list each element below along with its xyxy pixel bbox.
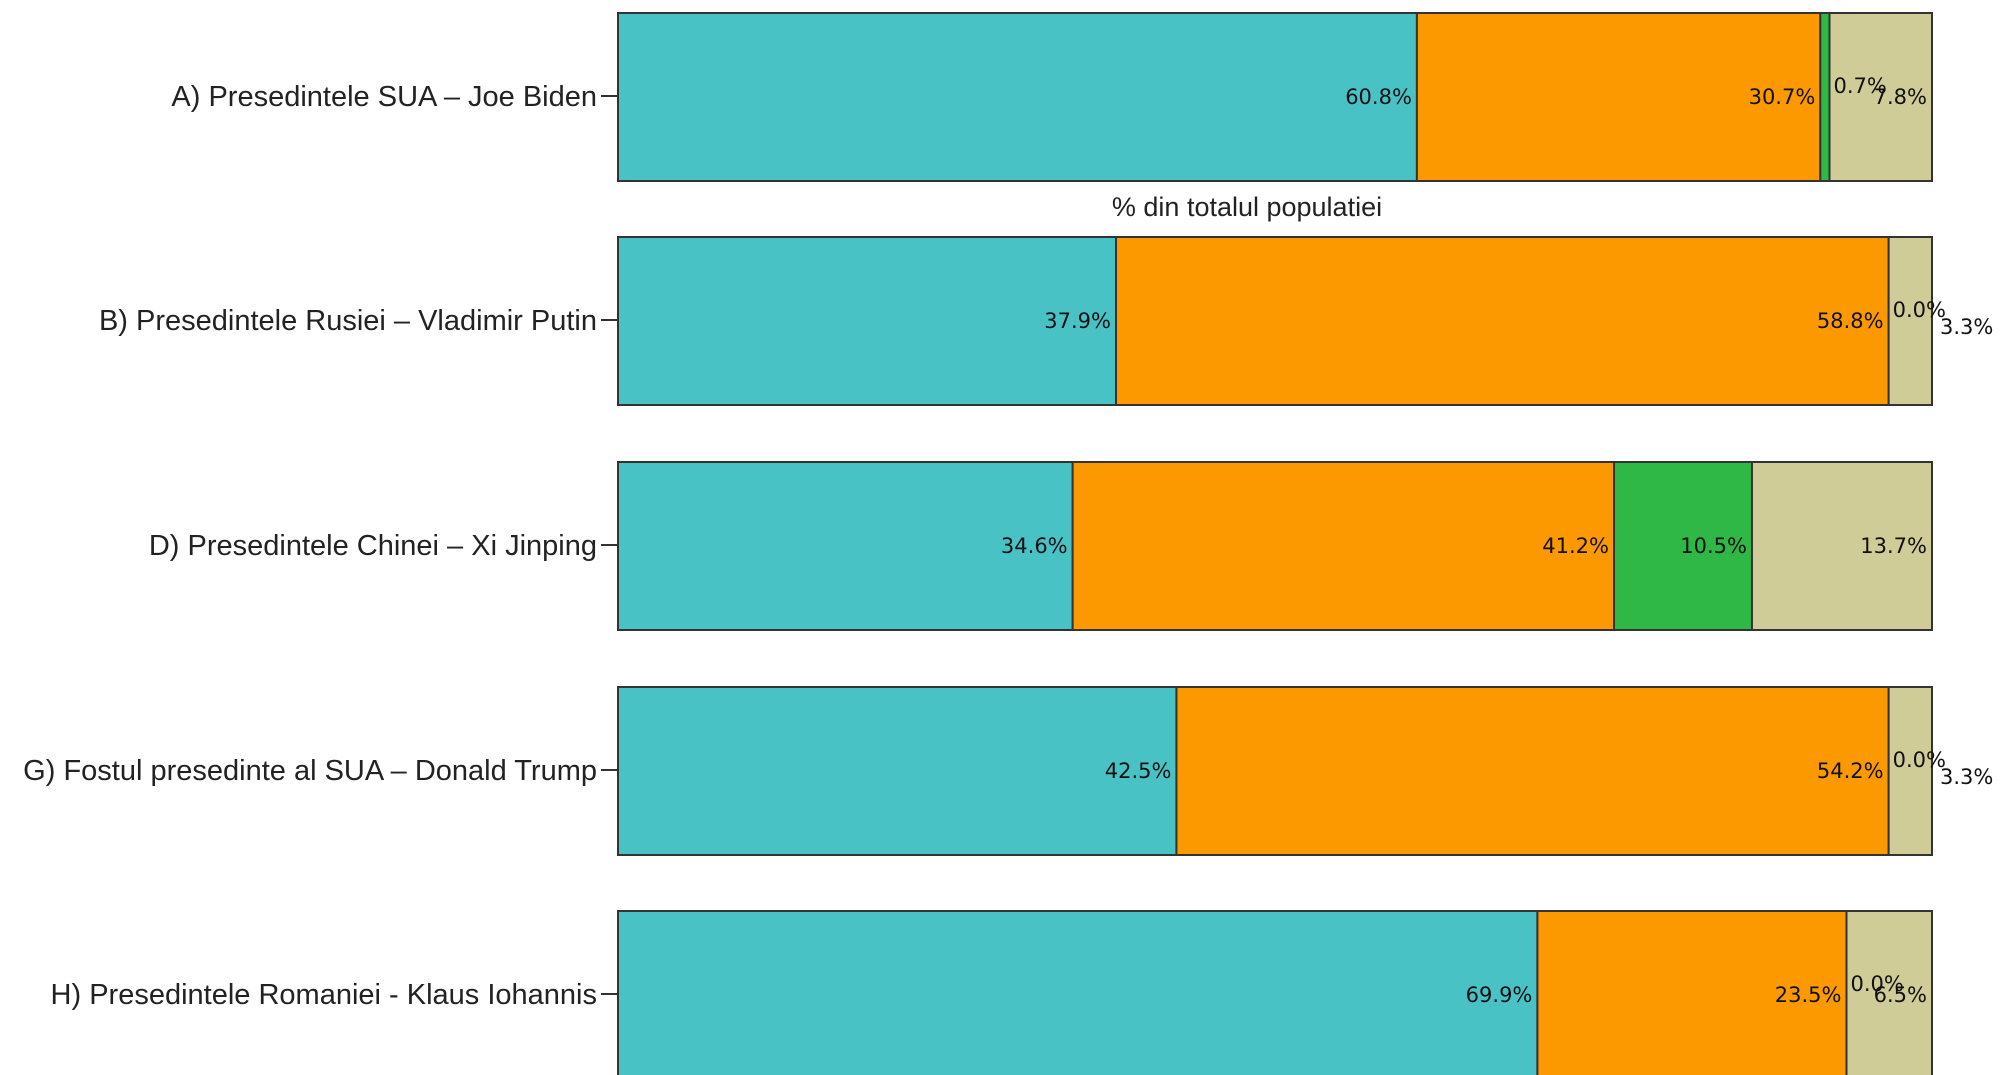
value-label: 30.7% bbox=[1749, 85, 1816, 109]
bar-segment-3 bbox=[1613, 461, 1753, 631]
value-label: 10.5% bbox=[1680, 534, 1747, 558]
bar-segment-1 bbox=[617, 686, 1178, 856]
bar-segment-1 bbox=[617, 236, 1118, 406]
axis-title-annotation: % din totalul populatiei bbox=[1112, 192, 1382, 222]
bar-segment-2 bbox=[1415, 12, 1822, 182]
value-label: 42.5% bbox=[1105, 759, 1172, 783]
value-label: 0.7% bbox=[1834, 74, 1887, 98]
category-label: B) Presedintele Rusiei – Vladimir Putin bbox=[99, 305, 597, 337]
bars-group: A) Presedintele SUA – Joe Biden 60.8% 30.7… bbox=[23, 12, 1993, 1075]
value-label: 60.8% bbox=[1345, 85, 1412, 109]
value-label: 69.9% bbox=[1466, 983, 1533, 1007]
value-label: 7.8% bbox=[1874, 85, 1927, 109]
category-label: G) Fostul presedinte al SUA – Donald Tru… bbox=[23, 755, 597, 787]
value-label: 54.2% bbox=[1817, 759, 1884, 783]
value-label: 58.8% bbox=[1817, 309, 1884, 333]
value-label: 0.0% bbox=[1893, 298, 1946, 322]
value-label: 0.0% bbox=[1851, 972, 1904, 996]
value-label: 37.9% bbox=[1044, 309, 1111, 333]
bar-segment-1 bbox=[617, 461, 1074, 631]
category-label: H) Presedintele Romaniei - Klaus Iohanni… bbox=[51, 979, 597, 1011]
bar-segment-2 bbox=[1536, 910, 1848, 1075]
bar-segment-1 bbox=[617, 12, 1418, 182]
bar-segment-4 bbox=[1887, 236, 1933, 406]
category-label: A) Presedintele SUA – Joe Biden bbox=[171, 81, 597, 113]
bar-segment-4 bbox=[1828, 12, 1934, 182]
value-label: 6.5% bbox=[1874, 983, 1927, 1007]
bar-segment-3 bbox=[1819, 12, 1831, 182]
bar-segment-2 bbox=[1175, 686, 1890, 856]
bar-segment-1 bbox=[617, 910, 1539, 1075]
bar-segment-2 bbox=[1115, 236, 1890, 406]
bar-segment-4 bbox=[1845, 910, 1934, 1075]
bar-segment-4 bbox=[1887, 686, 1933, 856]
bar-segment-2 bbox=[1071, 461, 1616, 631]
category-label: D) Presedintele Chinei – Xi Jinping bbox=[149, 530, 597, 562]
value-label: 41.2% bbox=[1542, 534, 1609, 558]
value-label: 3.3% bbox=[1940, 765, 1993, 789]
value-label: 3.3% bbox=[1940, 315, 1993, 339]
value-label: 0.0% bbox=[1893, 748, 1946, 772]
value-label: 34.6% bbox=[1001, 534, 1068, 558]
value-label: 13.7% bbox=[1860, 534, 1927, 558]
bar-segment-4 bbox=[1750, 461, 1934, 631]
value-label: 23.5% bbox=[1775, 983, 1842, 1007]
